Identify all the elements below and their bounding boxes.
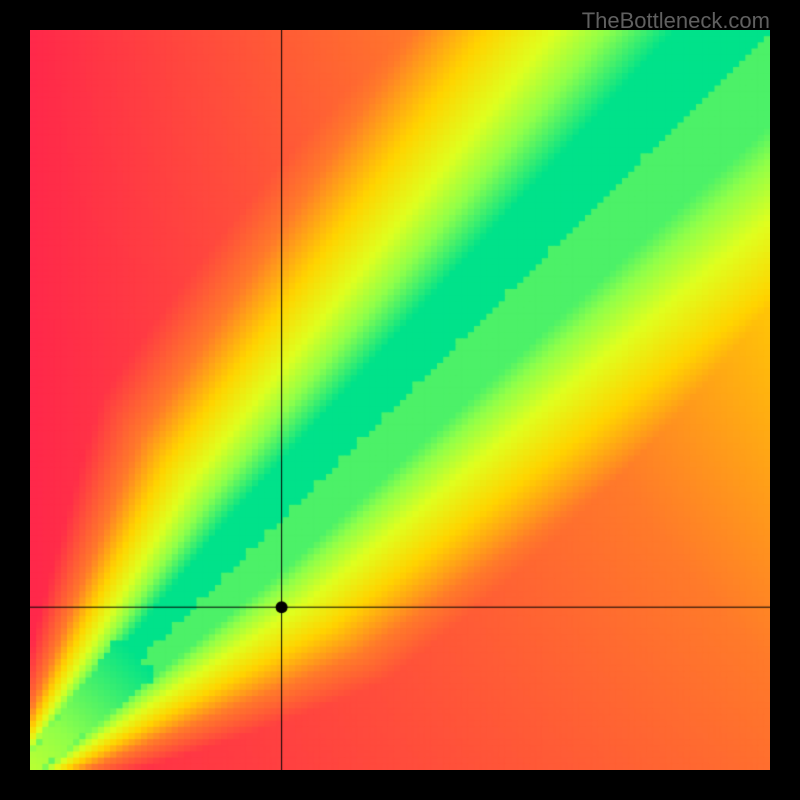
watermark-text: TheBottleneck.com [582,8,770,34]
heatmap-chart [30,30,770,770]
heatmap-canvas [30,30,770,770]
